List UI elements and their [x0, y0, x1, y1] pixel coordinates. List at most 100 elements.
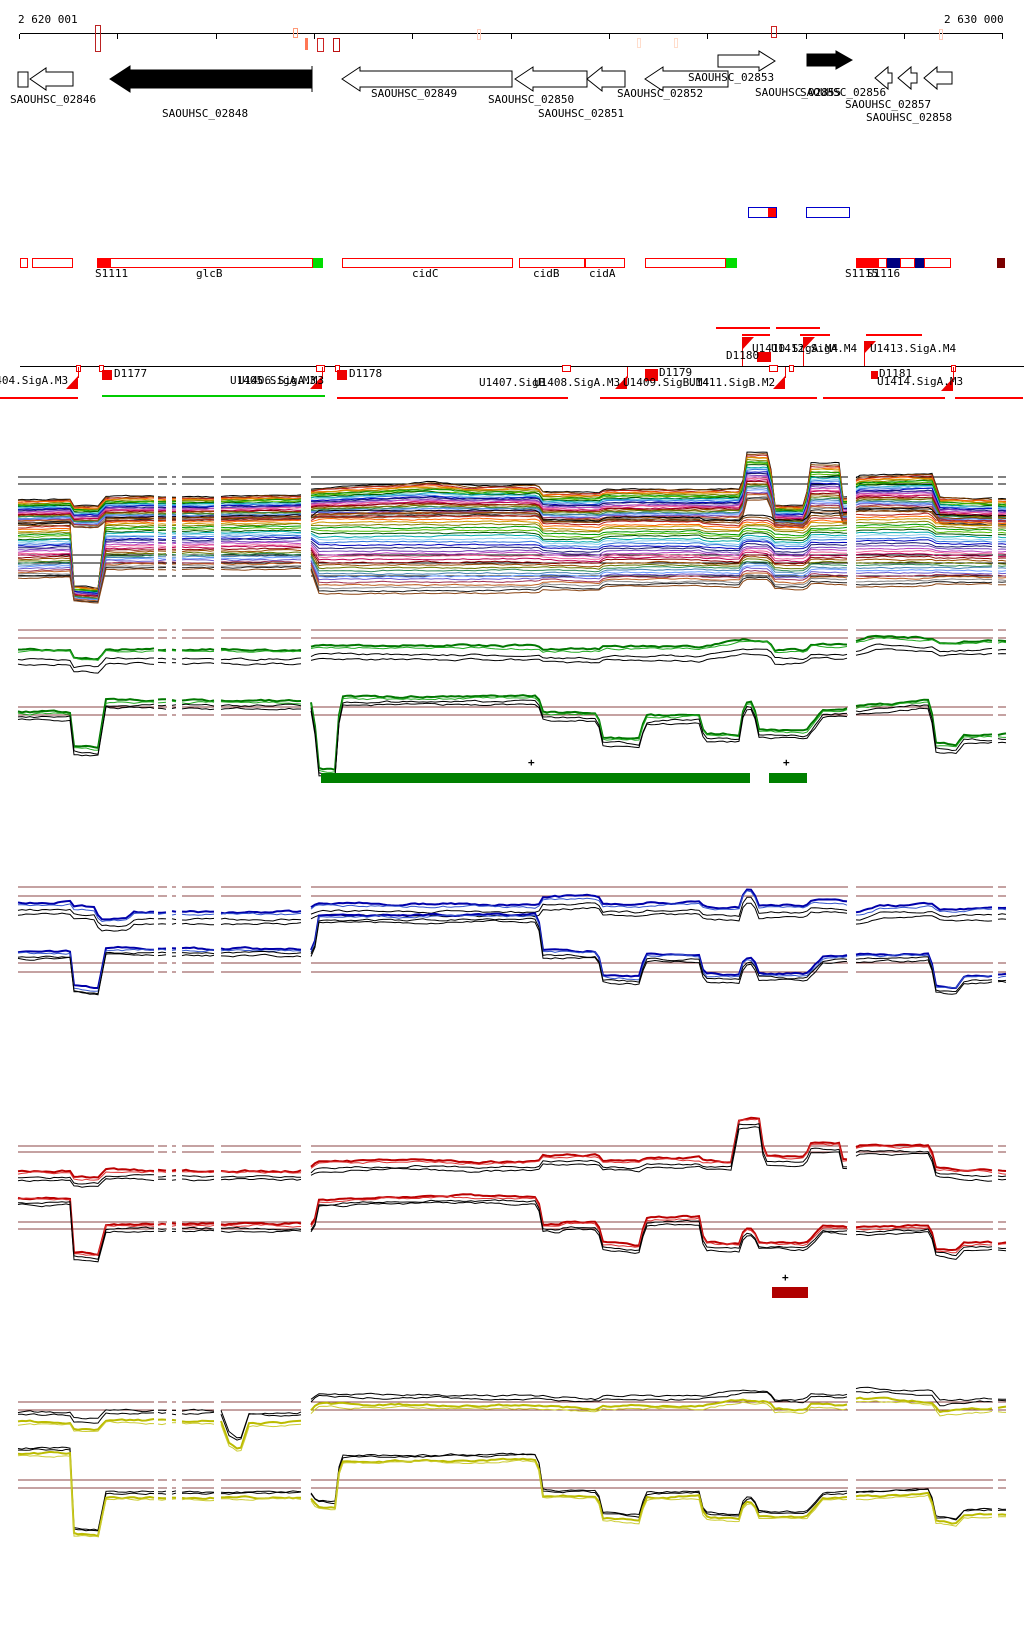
gene-arrow-SAOUHSC_02851[interactable]	[586, 65, 626, 93]
gene-arrow-SAOUHSC_02858[interactable]	[923, 65, 953, 91]
detected-segment-bar-green[interactable]	[769, 773, 807, 783]
signal-line	[221, 1491, 302, 1495]
transcript-start-box[interactable]	[102, 370, 112, 380]
transcript-pin[interactable]	[99, 365, 104, 372]
signal-line	[220, 649, 302, 653]
feature-box[interactable]	[585, 258, 625, 268]
feature-box[interactable]	[878, 258, 887, 268]
feature-box[interactable]	[32, 258, 73, 268]
transcript-flag-down[interactable]	[941, 378, 953, 391]
gene-arrow-layer	[17, 50, 953, 93]
gene-arrow-SAOUHSC_02846[interactable]	[29, 67, 74, 91]
gene-arrow-SAOUHSC_02849[interactable]	[341, 66, 513, 92]
feature-box[interactable]	[924, 258, 951, 268]
transcript-flag-down[interactable]	[310, 376, 322, 389]
signal-line	[181, 1168, 215, 1173]
signal-line	[181, 1222, 214, 1226]
gene-arrow-SAOUHSC_02848[interactable]	[109, 65, 313, 93]
signal-line	[855, 542, 993, 548]
feature-box[interactable]	[342, 258, 513, 268]
gene-arrow-SAOUHSC_02852[interactable]	[644, 66, 729, 92]
signal-line	[171, 569, 177, 571]
transcript-flag-down[interactable]	[615, 376, 627, 389]
signal-line	[997, 732, 1007, 736]
detected-segment-bar-red[interactable]	[772, 1287, 808, 1298]
signal-line	[181, 497, 215, 499]
signal-line	[855, 701, 993, 748]
transcript-flag-up[interactable]	[864, 341, 876, 354]
gene-arrow-SAOUHSC_02853[interactable]	[717, 50, 776, 72]
feature-box[interactable]	[313, 258, 323, 268]
signal-line	[157, 701, 167, 704]
signal-line	[182, 501, 215, 504]
signal-line	[171, 540, 177, 542]
transcript-pin[interactable]	[789, 365, 794, 372]
signal-line	[310, 552, 848, 568]
transcript-start-box[interactable]	[645, 369, 658, 381]
signal-line	[220, 917, 302, 922]
feature-box[interactable]	[97, 258, 110, 268]
feature-box[interactable]	[887, 258, 900, 268]
gene-box-SAOUHSC_02846[interactable]	[17, 71, 29, 88]
plus-strand-mark: +	[528, 756, 535, 769]
signal-line	[181, 519, 215, 522]
blue-annotation-box[interactable]	[806, 207, 850, 218]
signal-line	[997, 1178, 1007, 1181]
signal-line	[17, 568, 155, 604]
transcript-start-box[interactable]	[337, 370, 347, 380]
signal-line	[220, 1221, 302, 1226]
signal-line	[181, 909, 215, 914]
signal-line	[17, 554, 155, 600]
signal-line	[157, 506, 167, 509]
feature-box[interactable]	[915, 258, 924, 268]
signal-line	[855, 497, 993, 518]
signal-line	[18, 1201, 155, 1260]
transcript-flag-up[interactable]	[742, 337, 754, 350]
signal-line	[17, 501, 155, 513]
signal-line	[157, 557, 167, 560]
transcript-pin[interactable]	[769, 365, 778, 372]
signal-line	[17, 515, 155, 590]
gene-arrow-SAOUHSC_02857[interactable]	[897, 65, 918, 91]
blue-annotation-box[interactable]	[748, 207, 777, 218]
feature-box[interactable]	[20, 258, 28, 268]
feature-box[interactable]	[997, 258, 1005, 268]
feature-box[interactable]	[519, 258, 585, 268]
detected-segment-bar-green[interactable]	[321, 773, 750, 783]
signal-line	[181, 525, 215, 529]
gene-arrow-SAOUHSC_02856[interactable]	[874, 65, 893, 91]
signal-panel-yellow-1	[17, 1386, 1007, 1452]
transcript-flag-down[interactable]	[66, 376, 78, 389]
ruler-tick	[904, 34, 905, 39]
signal-line	[855, 473, 993, 501]
feature-box[interactable]	[726, 258, 737, 268]
signal-line	[855, 1145, 993, 1173]
signal-line	[181, 531, 215, 534]
feature-box[interactable]	[856, 258, 878, 268]
feature-box[interactable]	[645, 258, 726, 268]
transcript-pin[interactable]	[316, 365, 325, 372]
signal-line	[997, 500, 1007, 503]
feature-box[interactable]	[110, 258, 313, 268]
transcript-start-box[interactable]	[757, 352, 771, 362]
feature-box[interactable]	[900, 258, 915, 268]
signal-line	[181, 1171, 215, 1174]
signal-line	[157, 1230, 167, 1233]
ruler-tick	[609, 34, 610, 39]
transcript-pin[interactable]	[562, 365, 571, 372]
transcript-flag-up[interactable]	[803, 337, 815, 350]
signal-line	[997, 913, 1007, 916]
signal-line	[220, 647, 302, 653]
gene-arrow-SAOUHSC_02850[interactable]	[514, 66, 588, 92]
transcript-extent-lower	[955, 397, 1023, 399]
signal-line	[855, 487, 993, 510]
transcript-flag-down[interactable]	[773, 376, 785, 389]
signal-line	[220, 506, 302, 510]
signal-line	[997, 1243, 1007, 1246]
ruler-tick	[707, 34, 708, 39]
signal-line	[997, 1405, 1007, 1409]
signal-line	[310, 477, 848, 519]
gene-arrow-SAOUHSC_02855[interactable]	[806, 50, 854, 70]
transcript-start-box[interactable]	[871, 371, 878, 379]
signal-line	[157, 657, 167, 660]
